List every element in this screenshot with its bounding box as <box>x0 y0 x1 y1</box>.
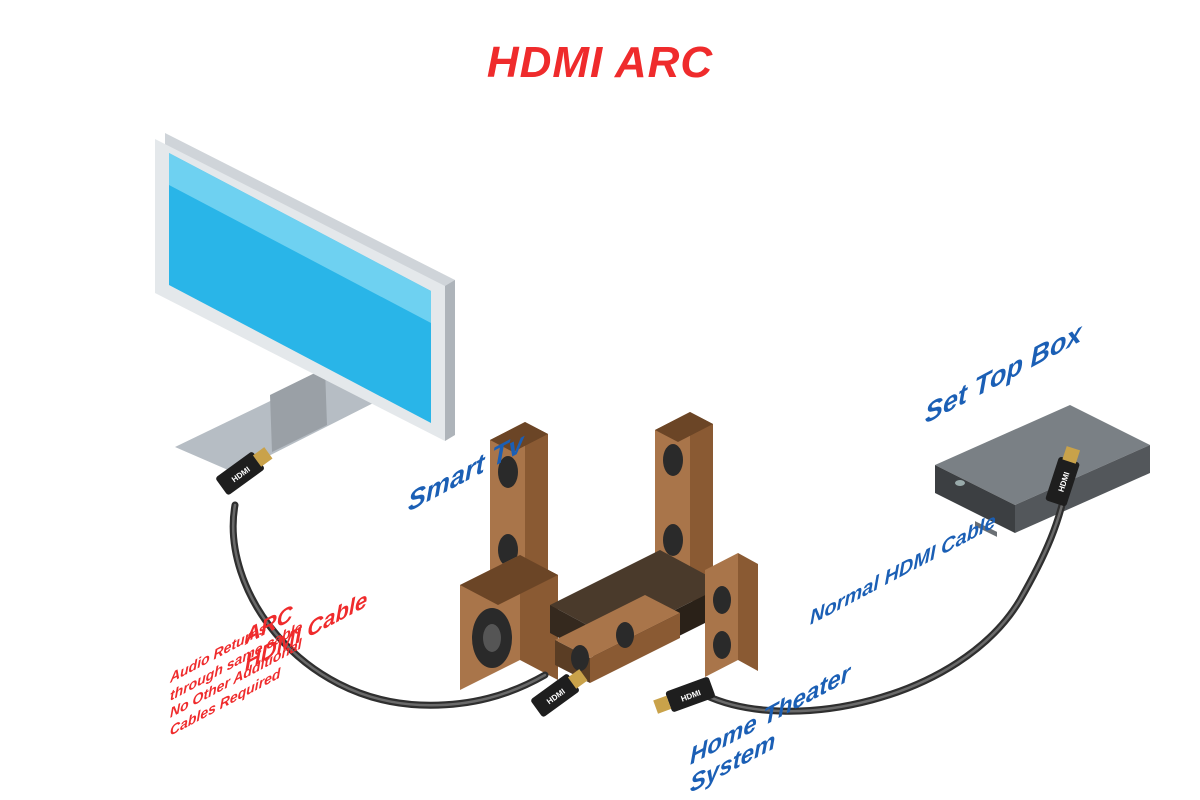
normal-cable-label: Normal HDMI Cable <box>810 509 996 631</box>
diagram-stage: HDMI ARC <box>0 0 1200 800</box>
arc-cable-sublabel: Audio Returns through same cable No Othe… <box>170 600 302 740</box>
